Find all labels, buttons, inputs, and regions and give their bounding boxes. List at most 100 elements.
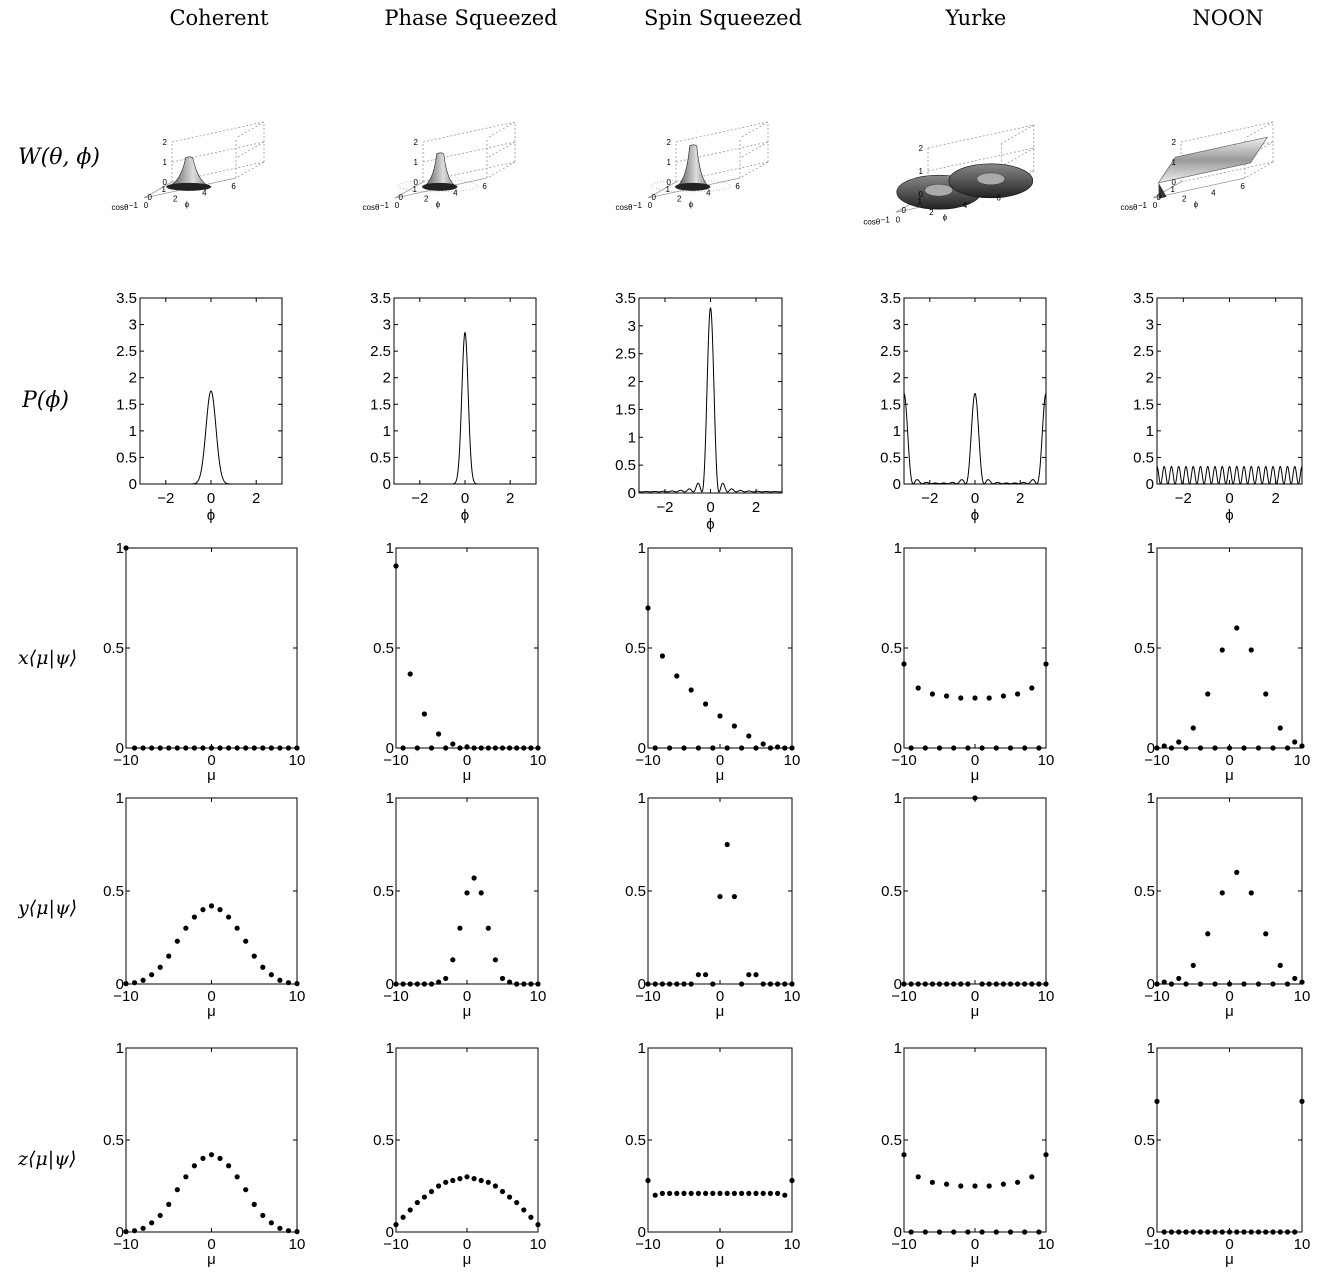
x-axis-label: ϕ (971, 507, 979, 524)
x-tick-label: −10 (891, 988, 916, 1005)
y-tick-label: 0.5 (615, 457, 636, 474)
phi-tick-label: 2 (929, 208, 934, 217)
plot-frame (647, 1047, 793, 1233)
z-basis-chart-yurke: 00.51−10 0 10μ (881, 1040, 1054, 1268)
data-point (703, 972, 709, 978)
costheta-tick-label: 1 (666, 185, 671, 194)
axis-box-line (1244, 161, 1274, 179)
data-point (789, 1177, 795, 1184)
data-point (901, 1152, 907, 1158)
x-tick-label: −10 (635, 1236, 660, 1253)
data-point (414, 745, 420, 751)
x-axis-label: μ (207, 767, 216, 784)
data-point (464, 890, 470, 896)
y-tick-label: 0.5 (373, 640, 394, 657)
data-point (507, 1194, 513, 1200)
y-tick-label: 2 (383, 370, 391, 387)
data-point (277, 745, 283, 751)
data-point (681, 745, 687, 751)
axis-box-line (143, 181, 173, 199)
data-point (993, 745, 999, 751)
data-point (208, 1152, 215, 1158)
costheta-tick-label: 1 (413, 185, 418, 194)
column-title-spin-squeezed: Spin Squeezed (644, 6, 802, 30)
data-point (123, 1229, 129, 1235)
row-label-x: x⟨μ|ψ⟩ (18, 647, 78, 669)
data-point (1161, 743, 1167, 749)
data-point (1241, 1229, 1247, 1235)
data-point (1248, 1229, 1254, 1235)
x-tick-label: −10 (1144, 988, 1169, 1005)
phi-axis-label: ϕ (1194, 200, 1199, 209)
costheta-axis-label: cosθ (1121, 203, 1138, 212)
data-point (1255, 1229, 1262, 1235)
data-point (260, 964, 266, 970)
row-label-wigner: W(θ, ϕ) (18, 145, 101, 170)
data-point (457, 925, 463, 931)
data-point (951, 1229, 957, 1235)
data-point (1226, 1229, 1233, 1235)
data-point (958, 695, 964, 701)
y-tick-label: 3.5 (1133, 290, 1154, 307)
x-tick-label: 0 (207, 988, 215, 1005)
data-point (901, 981, 907, 987)
y-tick-label: 2.5 (880, 343, 901, 360)
axis-box-line (486, 161, 516, 179)
data-point (688, 687, 694, 693)
data-point (485, 925, 491, 931)
costheta-tick-label: 1 (918, 197, 923, 206)
data-point (457, 1176, 463, 1182)
y-tick-label: 0 (116, 740, 124, 757)
data-point (443, 1179, 449, 1185)
data-point (1190, 962, 1196, 969)
data-point (499, 975, 506, 982)
costheta-tick-label: −1 (633, 201, 643, 210)
data-point (936, 745, 943, 751)
data-point (739, 745, 745, 751)
data-point (1183, 1229, 1189, 1235)
y-tick-label: 1 (116, 1040, 124, 1057)
data-point (1029, 685, 1035, 691)
y-tick-label: 0.5 (625, 640, 646, 657)
data-point (243, 745, 249, 751)
data-point (645, 981, 651, 987)
data-point (514, 1199, 520, 1206)
data-point (400, 981, 406, 987)
row-label-y: y⟨μ|ψ⟩ (18, 897, 78, 919)
x-tick-label: 10 (784, 988, 801, 1005)
phi-tick-label: 0 (395, 201, 400, 210)
data-point (965, 1229, 971, 1235)
x-tick-label: 10 (1038, 988, 1055, 1005)
x-tick-label: 10 (784, 1236, 801, 1253)
plot-frame (395, 547, 539, 749)
data-point (131, 1228, 138, 1234)
data-point (277, 977, 283, 983)
data-point (782, 981, 788, 987)
data-point (972, 795, 978, 801)
data-point (485, 1179, 491, 1185)
data-point (1248, 647, 1254, 653)
data-point (965, 745, 971, 751)
data-point (514, 745, 520, 751)
data-point (929, 1179, 936, 1185)
data-point (958, 981, 964, 987)
data-point (400, 745, 406, 751)
data-point (1197, 981, 1204, 987)
data-point (277, 1225, 283, 1231)
data-point (294, 745, 300, 751)
data-point (492, 745, 498, 751)
data-point (251, 953, 257, 959)
y-tick-label: 1 (628, 429, 636, 446)
data-point (674, 1190, 680, 1196)
x-tick-label: 2 (252, 490, 260, 507)
plot-frame (1156, 797, 1303, 985)
data-point (200, 1155, 206, 1161)
costheta-tick-label: 0 (148, 193, 153, 202)
phi-tick-label: 4 (202, 188, 207, 197)
x-tick-label: −10 (113, 752, 138, 769)
x-tick-label: 0 (716, 988, 724, 1005)
x-tick-label: 0 (463, 1236, 471, 1253)
data-point (1299, 743, 1305, 749)
costheta-tick-label: 1 (162, 185, 167, 194)
